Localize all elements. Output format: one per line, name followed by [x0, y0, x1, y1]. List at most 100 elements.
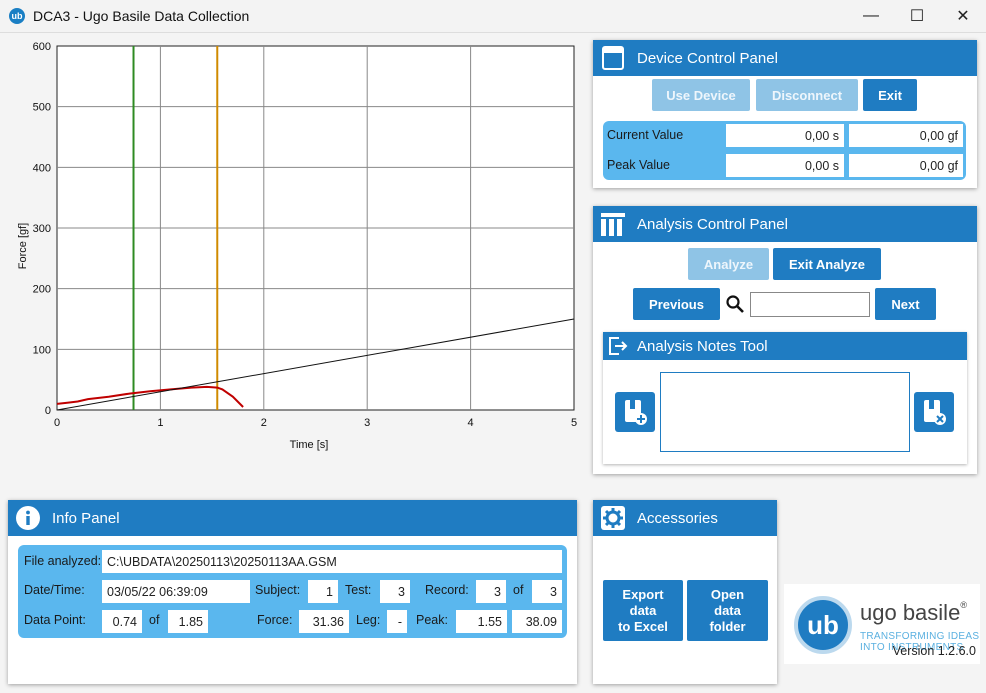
- current-force-field: 0,00 gf: [849, 124, 963, 147]
- open-data-folder-button[interactable]: Open data folder: [687, 580, 768, 641]
- accessories-header: Accessories: [593, 500, 777, 536]
- delete-note-icon: [924, 400, 946, 425]
- analysis-panel-header: Analysis Control Panel: [593, 206, 977, 242]
- notes-header: Analysis Notes Tool: [603, 332, 967, 360]
- data-point-of-label: of: [149, 613, 160, 627]
- data-point-label: Data Point:: [24, 613, 86, 627]
- y-tick-label: 600: [33, 41, 51, 53]
- open-line-1: Open: [710, 586, 745, 602]
- x-tick-label: 5: [571, 417, 577, 429]
- peak-value-label: Peak Value: [607, 158, 671, 172]
- logo-name: ugo basile®: [860, 600, 967, 625]
- y-tick-label: 500: [33, 102, 51, 114]
- ugo-basile-logo: ub ugo basile® TRANSFORMING IDEAS INTO I…: [784, 584, 980, 664]
- record-total-field: 3: [532, 580, 562, 603]
- x-tick-label: 2: [261, 417, 267, 429]
- force-label: Force:: [257, 613, 293, 627]
- chart-y-label: Force [gf]: [17, 223, 29, 269]
- info-panel: Info Panel File analyzed: C:\UBDATA\2025…: [8, 500, 577, 684]
- chart-series: [56, 46, 575, 411]
- export-line-3: to Excel: [618, 618, 668, 634]
- open-line-2: data: [714, 602, 741, 618]
- device-values-box: Current Value 0,00 s 0,00 gf Peak Value …: [603, 121, 966, 180]
- leg-field: -: [387, 610, 407, 633]
- exit-button[interactable]: Exit: [863, 79, 917, 111]
- use-device-button[interactable]: Use Device: [652, 79, 750, 111]
- record-field: 3: [476, 580, 506, 603]
- table-icon: [599, 210, 627, 238]
- maximize-button[interactable]: ☐: [909, 8, 925, 25]
- add-note-button[interactable]: [615, 392, 655, 432]
- y-tick-label: 400: [33, 162, 51, 174]
- previous-button[interactable]: Previous: [633, 288, 720, 320]
- title-bar: ub DCA3 - Ugo Basile Data Collection — ☐…: [0, 0, 986, 32]
- info-panel-header: Info Panel: [8, 500, 577, 536]
- y-tick-label: 300: [33, 223, 51, 235]
- x-tick-label: 0: [54, 417, 60, 429]
- file-analyzed-field: C:\UBDATA\20250113\20250113AA.GSM: [102, 550, 562, 573]
- x-tick-label: 3: [364, 417, 370, 429]
- logo-tagline-2: INTO INSTRUMENTS: [860, 642, 964, 653]
- logo-mark: ub: [794, 596, 852, 654]
- peak-force-info-field: 38.09: [512, 610, 562, 633]
- next-button[interactable]: Next: [875, 288, 936, 320]
- app-icon: ub: [9, 8, 25, 24]
- analysis-notes-tool: Analysis Notes Tool: [603, 332, 967, 464]
- current-value-label: Current Value: [607, 128, 684, 142]
- peak-label: Peak:: [416, 613, 448, 627]
- record-label: Record:: [425, 583, 469, 597]
- version-label: Version 1.2.6.0: [892, 644, 976, 658]
- chart-x-label: Time [s]: [290, 439, 329, 451]
- export-line-1: Export: [622, 586, 664, 602]
- minimize-button[interactable]: —: [863, 7, 879, 24]
- x-tick-label: 1: [157, 417, 163, 429]
- x-tick-label: 4: [468, 417, 474, 429]
- analysis-panel-title: Analysis Control Panel: [637, 215, 788, 233]
- device-panel-header: Device Control Panel: [593, 40, 977, 76]
- gear-icon: [599, 504, 627, 532]
- peak-time-info-field: 1.55: [456, 610, 507, 633]
- device-icon: [599, 44, 627, 72]
- accessories-title: Accessories: [637, 509, 718, 527]
- info-icon: [14, 504, 42, 532]
- logo-tagline-1: TRANSFORMING IDEAS: [860, 631, 980, 642]
- device-control-panel: Device Control Panel Use Device Disconne…: [593, 40, 977, 188]
- datetime-field: 03/05/22 06:39:09: [102, 580, 250, 603]
- peak-time-field: 0,00 s: [726, 154, 844, 177]
- subject-field: 1: [308, 580, 338, 603]
- delete-note-button[interactable]: [914, 392, 954, 432]
- file-analyzed-label: File analyzed:: [24, 554, 100, 568]
- search-input[interactable]: [750, 292, 870, 317]
- peak-force-field: 0,00 gf: [849, 154, 963, 177]
- close-button[interactable]: ✕: [956, 8, 970, 25]
- force-time-chart: 0 1 2 3 4 5 0 100 200 300 400 500 600 Time [s] Force…: [17, 41, 577, 451]
- datetime-label: Date/Time:: [24, 583, 85, 597]
- export-line-2: data: [629, 602, 657, 618]
- force-field: 31.36: [299, 610, 349, 633]
- window-title: DCA3 - Ugo Basile Data Collection: [33, 8, 250, 24]
- device-panel-title: Device Control Panel: [637, 49, 778, 67]
- search-icon: [726, 295, 744, 316]
- accessories-panel: Accessories Export data to Excel Open da…: [593, 500, 777, 684]
- series-line-1: [56, 385, 244, 408]
- logo-mark-text: ub: [807, 609, 839, 640]
- analyze-button[interactable]: Analyze: [688, 248, 769, 280]
- current-time-field: 0,00 s: [726, 124, 844, 147]
- subject-label: Subject:: [255, 583, 301, 597]
- export-to-excel-button[interactable]: Export data to Excel: [603, 580, 683, 641]
- chart-grid: [56, 45, 575, 411]
- series-line-2: [56, 318, 575, 411]
- exit-analyze-button[interactable]: Exit Analyze: [773, 248, 881, 280]
- disconnect-button[interactable]: Disconnect: [756, 79, 858, 111]
- notes-textarea[interactable]: [660, 372, 910, 452]
- data-point-total-field: 1.85: [168, 610, 208, 633]
- leg-label: Leg:: [356, 613, 381, 627]
- notes-export-icon: [607, 336, 629, 356]
- test-field: 3: [380, 580, 410, 603]
- notes-title: Analysis Notes Tool: [637, 337, 768, 355]
- info-values-box: File analyzed: C:\UBDATA\20250113\202501…: [18, 545, 567, 638]
- analysis-control-panel: Analysis Control Panel Analyze Exit Anal…: [593, 206, 977, 474]
- info-panel-title: Info Panel: [52, 509, 120, 527]
- add-note-icon: [625, 400, 647, 425]
- y-tick-label: 200: [33, 284, 51, 296]
